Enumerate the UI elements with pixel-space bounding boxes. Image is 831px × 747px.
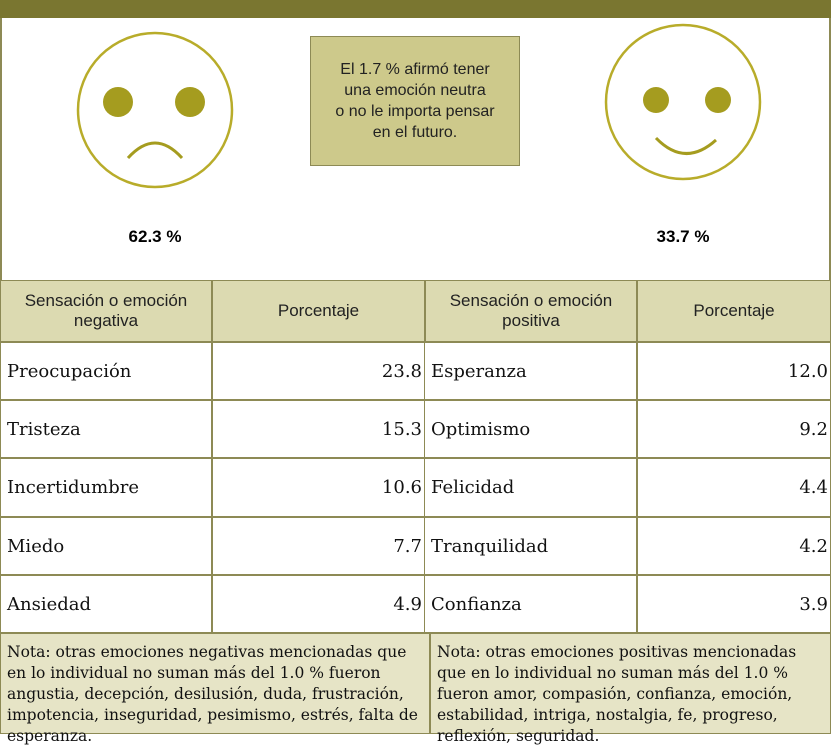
sad-face xyxy=(76,31,234,189)
positive-percent: 33.7 % xyxy=(656,227,710,246)
emotion-cell: Optimismo xyxy=(425,400,637,458)
neutral-box: El 1.7 % afirmó tener una emoción neutra o… xyxy=(310,36,520,166)
happy-face xyxy=(604,23,762,181)
table-header: Porcentaje xyxy=(212,280,425,342)
percent-cell: 9.2 xyxy=(637,400,831,458)
neutral-line: El 1.7 % afirmó tener xyxy=(340,61,490,78)
emotion-cell: Incertidumbre xyxy=(0,458,212,517)
percent-cell: 10.6 xyxy=(212,458,425,517)
percent-cell: 23.8 xyxy=(212,342,425,400)
right-border xyxy=(829,18,831,280)
neutral-line: una emoción neutra xyxy=(344,82,486,99)
emotion-cell: Felicidad xyxy=(425,458,637,517)
percent-cell: 3.9 xyxy=(637,575,831,633)
emotion-cell: Confianza xyxy=(425,575,637,633)
percent-cell: 4.4 xyxy=(637,458,831,517)
percent-cell: 4.2 xyxy=(637,517,831,575)
emotion-cell: Preocupación xyxy=(0,342,212,400)
header-bar xyxy=(0,0,831,18)
emotion-cell: Miedo xyxy=(0,517,212,575)
emotion-cell: Tristeza xyxy=(0,400,212,458)
emotion-cell: Tranquilidad xyxy=(425,517,637,575)
emotion-cell: Ansiedad xyxy=(0,575,212,633)
negative-percent: 62.3 % xyxy=(128,227,182,246)
table-header: Porcentaje xyxy=(637,280,831,342)
table-header: Sensación o emoción negativa xyxy=(0,280,212,342)
emotion-cell: Esperanza xyxy=(425,342,637,400)
note: Nota: otras emociones positivas menciona… xyxy=(430,633,831,745)
percent-cell: 7.7 xyxy=(212,517,425,575)
percent-cell: 15.3 xyxy=(212,400,425,458)
percent-cell: 12.0 xyxy=(637,342,831,400)
left-border xyxy=(0,18,2,280)
percent-cell: 4.9 xyxy=(212,575,425,633)
table-header: Sensación o emoción positiva xyxy=(425,280,637,342)
faces xyxy=(76,23,762,189)
neutral-line: en el futuro. xyxy=(372,124,458,141)
neutral-line: o no le importa pensar xyxy=(335,103,495,120)
note: Nota: otras emociones negativas menciona… xyxy=(0,633,430,745)
